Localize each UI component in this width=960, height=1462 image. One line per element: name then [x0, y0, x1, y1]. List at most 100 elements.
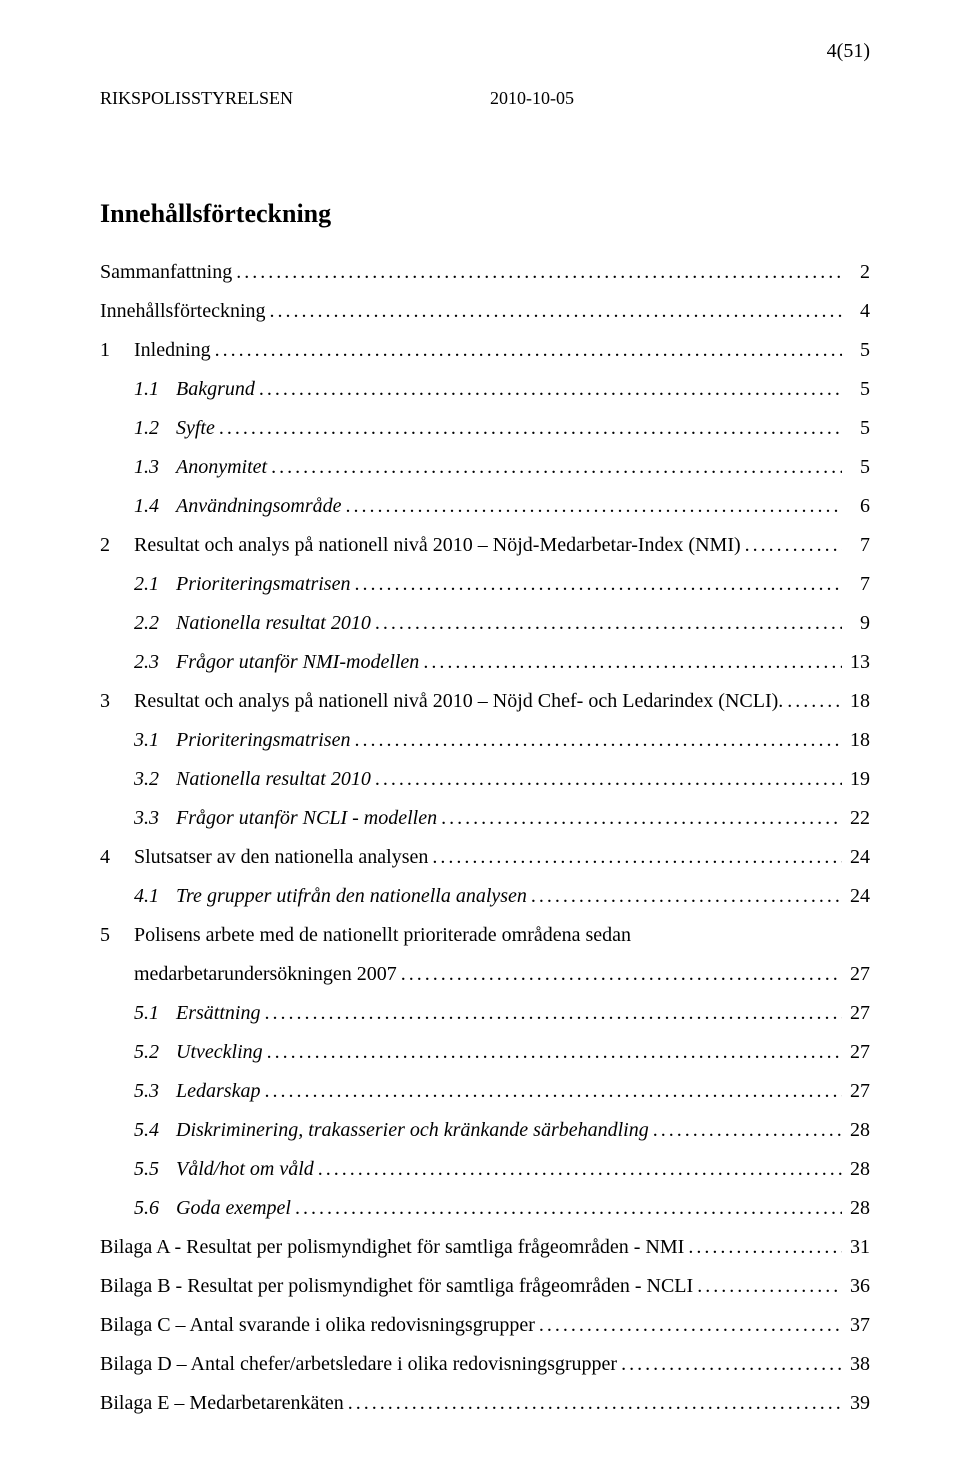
toc-entry: 4.1Tre grupper utifrån den nationella an… [100, 877, 870, 916]
toc-entry: 1Inledning5 [100, 331, 870, 370]
toc-entry: 5.5Våld/hot om våld28 [100, 1150, 870, 1189]
toc-entry-number: 2.2 [134, 604, 176, 643]
toc-entry-text: Ledarskap [176, 1072, 260, 1111]
toc-entry: Bilaga A - Resultat per polismyndighet f… [100, 1228, 870, 1267]
toc-entry-number: 3.3 [134, 799, 176, 838]
toc-entry-text: Polisens arbete med de nationellt priori… [134, 916, 631, 955]
toc-entry-number: 5.1 [134, 994, 176, 1033]
toc-leader [688, 1228, 842, 1267]
toc-entry-page: 19 [846, 760, 870, 799]
toc-entry: Bilaga B - Resultat per polismyndighet f… [100, 1267, 870, 1306]
toc-entry: 1.2Syfte 5 [100, 409, 870, 448]
toc-entry: 5.3Ledarskap 27 [100, 1072, 870, 1111]
toc-entry: 2Resultat och analys på nationell nivå 2… [100, 526, 870, 565]
toc-entry-page: 28 [846, 1111, 870, 1150]
toc-entry-page: 27 [846, 1033, 870, 1072]
toc-entry-page: 39 [846, 1384, 870, 1423]
toc-entry-text: Bilaga E – Medarbetarenkäten [100, 1384, 344, 1423]
toc-entry-number: 5 [100, 916, 134, 955]
toc-entry-text: Innehållsförteckning [100, 292, 266, 331]
toc-entry-page: 18 [846, 682, 870, 721]
toc-entry-page: 5 [846, 448, 870, 487]
toc-entry: 2.2Nationella resultat 2010 9 [100, 604, 870, 643]
toc-leader [745, 526, 842, 565]
toc-leader [264, 1072, 842, 1111]
toc-entry-page: 36 [846, 1267, 870, 1306]
toc-entry-number: 4 [100, 838, 134, 877]
toc-entry-number: 5.4 [134, 1111, 176, 1150]
toc-leader [531, 877, 842, 916]
toc-entry: 3.3Frågor utanför NCLI - modellen22 [100, 799, 870, 838]
toc-leader [423, 643, 842, 682]
toc-leader [346, 487, 842, 526]
toc-entry-page: 27 [846, 994, 870, 1033]
toc-entry-text: Våld/hot om våld [176, 1150, 314, 1189]
toc-leader [375, 760, 842, 799]
toc-entry-text: Nationella resultat 2010 [176, 604, 371, 643]
toc-entry-page: 6 [846, 487, 870, 526]
toc-entry-text: medarbetarundersökningen 2007 [134, 955, 397, 994]
toc-leader [236, 253, 842, 292]
toc-leader [267, 1033, 842, 1072]
toc-entry: 2.3Frågor utanför NMI-modellen13 [100, 643, 870, 682]
toc-entry: 1.3Anonymitet 5 [100, 448, 870, 487]
document-header: RIKSPOLISSTYRELSEN 2010-10-05 [100, 88, 870, 109]
toc-leader [348, 1384, 842, 1423]
toc-entry-page: 18 [846, 721, 870, 760]
toc-entry-page: 2 [846, 253, 870, 292]
toc-entry-number: 3 [100, 682, 134, 721]
toc-entry-number: 1.3 [134, 448, 176, 487]
toc-leader [318, 1150, 842, 1189]
toc-entry: Bilaga E – Medarbetarenkäten 39 [100, 1384, 870, 1423]
toc-leader [219, 409, 842, 448]
toc-entry-page: 22 [846, 799, 870, 838]
toc-entry-text: Bakgrund [176, 370, 255, 409]
toc-entry-text: Ersättning [176, 994, 260, 1033]
toc-leader [375, 604, 842, 643]
toc-leader [787, 682, 842, 721]
toc-entry: 1.4Användningsområde6 [100, 487, 870, 526]
page-number: 4(51) [827, 40, 870, 63]
toc-entry-text: Slutsatser av den nationella analysen [134, 838, 428, 877]
toc-entry: 5.1Ersättning 27 [100, 994, 870, 1033]
toc-leader [215, 331, 842, 370]
toc-leader [295, 1189, 842, 1228]
toc-leader [354, 565, 842, 604]
toc-entry-number: 1.2 [134, 409, 176, 448]
toc-leader [259, 370, 842, 409]
toc-entry: 5.4Diskriminering, trakasserier och krän… [100, 1111, 870, 1150]
toc-entry: 5.2Utveckling 27 [100, 1033, 870, 1072]
toc-entry-page: 5 [846, 409, 870, 448]
toc-leader [270, 292, 843, 331]
toc-entry-number: 5.3 [134, 1072, 176, 1111]
toc-entry: 2.1Prioriteringsmatrisen7 [100, 565, 870, 604]
toc-entry-text: Goda exempel [176, 1189, 291, 1228]
toc-entry-text: Prioriteringsmatrisen [176, 721, 350, 760]
toc-leader [653, 1111, 842, 1150]
toc-entry: Sammanfattning 2 [100, 253, 870, 292]
toc-entry-text: Sammanfattning [100, 253, 232, 292]
toc-leader [539, 1306, 842, 1345]
toc-entry-number: 3.2 [134, 760, 176, 799]
toc-entry-number: 1.1 [134, 370, 176, 409]
toc-entry-text: Diskriminering, trakasserier och kränkan… [176, 1111, 649, 1150]
toc-entry-number: 5.6 [134, 1189, 176, 1228]
toc-entry-text: Utveckling [176, 1033, 263, 1072]
toc-entry: 5.6Goda exempel28 [100, 1189, 870, 1228]
toc-entry-number: 5.2 [134, 1033, 176, 1072]
toc-entry-page: 7 [846, 565, 870, 604]
toc-entry-page: 31 [846, 1228, 870, 1267]
toc-entry: Innehållsförteckning4 [100, 292, 870, 331]
toc-entry-number: 2 [100, 526, 134, 565]
toc-entry-number: 2.3 [134, 643, 176, 682]
toc-entry-text: Resultat och analys på nationell nivå 20… [134, 682, 783, 721]
toc-entry-text: Anonymitet [176, 448, 267, 487]
toc-leader [354, 721, 842, 760]
toc-entry-text: Syfte [176, 409, 215, 448]
toc-entry-page: 27 [846, 1072, 870, 1111]
toc-entry-number: 1.4 [134, 487, 176, 526]
toc-entry-text: Nationella resultat 2010 [176, 760, 371, 799]
toc-leader [401, 955, 842, 994]
toc-entry: Bilaga C – Antal svarande i olika redovi… [100, 1306, 870, 1345]
toc-entry-page: 9 [846, 604, 870, 643]
